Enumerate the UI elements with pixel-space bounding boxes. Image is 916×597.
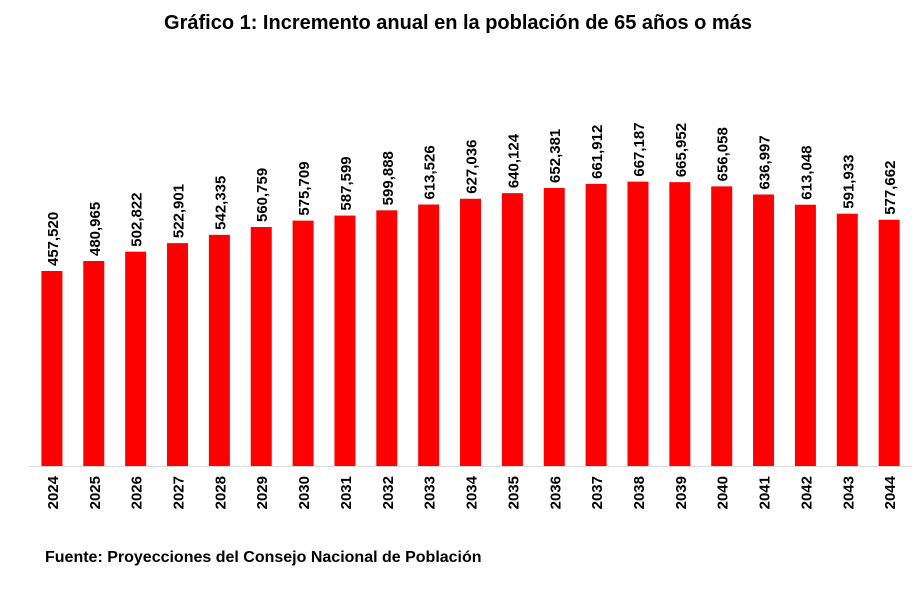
bar-2037 bbox=[585, 183, 607, 466]
x-tick-label-2043: 2043 bbox=[840, 476, 857, 509]
data-label-2038: 667,187 bbox=[631, 122, 648, 176]
data-label-2041: 636,997 bbox=[757, 135, 774, 189]
x-tick-label-2037: 2037 bbox=[589, 476, 606, 509]
bar-2032 bbox=[376, 210, 398, 466]
x-tick-label-2026: 2026 bbox=[129, 476, 146, 509]
bar-2036 bbox=[543, 187, 565, 466]
x-tick-label-2035: 2035 bbox=[505, 476, 522, 509]
data-label-2033: 613,526 bbox=[422, 145, 439, 199]
x-tick-label-2044: 2044 bbox=[882, 475, 899, 509]
bar-2028 bbox=[208, 234, 230, 466]
x-tick-label-2041: 2041 bbox=[757, 476, 774, 509]
bar-2044 bbox=[878, 219, 900, 466]
x-tick-label-2033: 2033 bbox=[422, 476, 439, 509]
x-tick-label-2028: 2028 bbox=[212, 476, 229, 509]
data-label-2034: 627,036 bbox=[464, 140, 481, 194]
x-tick-label-2036: 2036 bbox=[547, 476, 564, 509]
data-label-2043: 591,933 bbox=[840, 154, 857, 208]
x-tick-label-2034: 2034 bbox=[464, 475, 481, 509]
data-label-2035: 640,124 bbox=[505, 133, 522, 188]
data-label-2026: 502,822 bbox=[129, 192, 146, 246]
bar-2038 bbox=[627, 181, 649, 466]
x-tick-label-2024: 2024 bbox=[45, 475, 62, 509]
x-tick-label-2038: 2038 bbox=[631, 476, 648, 509]
x-tick-label-2029: 2029 bbox=[254, 476, 271, 509]
bar-2030 bbox=[292, 220, 314, 466]
data-label-2025: 480,965 bbox=[87, 202, 104, 256]
bar-2042 bbox=[794, 204, 816, 466]
data-label-2037: 661,912 bbox=[589, 125, 606, 179]
bar-2027 bbox=[167, 243, 189, 466]
x-tick-label-2025: 2025 bbox=[87, 476, 104, 509]
bar-2033 bbox=[418, 204, 440, 466]
x-tick-label-2039: 2039 bbox=[673, 476, 690, 509]
bar-2026 bbox=[125, 251, 147, 466]
bar-2035 bbox=[501, 193, 523, 467]
x-tick-label-2040: 2040 bbox=[715, 476, 732, 509]
data-label-2024: 457,520 bbox=[45, 212, 62, 266]
bar-2040 bbox=[711, 186, 733, 466]
data-label-2036: 652,381 bbox=[547, 129, 564, 183]
data-label-2031: 587,599 bbox=[338, 156, 355, 210]
bar-2039 bbox=[669, 182, 691, 466]
x-tick-label-2030: 2030 bbox=[296, 476, 313, 509]
data-label-2029: 560,759 bbox=[254, 168, 271, 222]
data-label-2030: 575,709 bbox=[296, 161, 313, 215]
bar-2043 bbox=[836, 213, 858, 466]
bar-2029 bbox=[250, 227, 272, 466]
data-label-2028: 542,335 bbox=[212, 176, 229, 230]
bar-2024 bbox=[41, 271, 63, 466]
data-label-2032: 599,888 bbox=[380, 151, 397, 205]
bar-2025 bbox=[83, 261, 105, 466]
bar-2034 bbox=[460, 198, 482, 466]
data-label-2042: 613,048 bbox=[798, 145, 815, 199]
data-label-2027: 522,901 bbox=[171, 184, 188, 238]
data-label-2044: 577,662 bbox=[882, 161, 899, 215]
bar-2031 bbox=[334, 215, 356, 466]
x-tick-label-2031: 2031 bbox=[338, 476, 355, 509]
data-label-2040: 656,058 bbox=[715, 127, 732, 181]
x-tick-label-2032: 2032 bbox=[380, 476, 397, 509]
data-label-2039: 665,952 bbox=[673, 123, 690, 177]
chart-title: Gráfico 1: Incremento anual en la poblac… bbox=[164, 12, 752, 34]
x-tick-label-2027: 2027 bbox=[171, 476, 188, 509]
x-tick-label-2042: 2042 bbox=[798, 476, 815, 509]
chart-source: Fuente: Proyecciones del Consejo Naciona… bbox=[45, 549, 482, 566]
bar-2041 bbox=[753, 194, 775, 466]
